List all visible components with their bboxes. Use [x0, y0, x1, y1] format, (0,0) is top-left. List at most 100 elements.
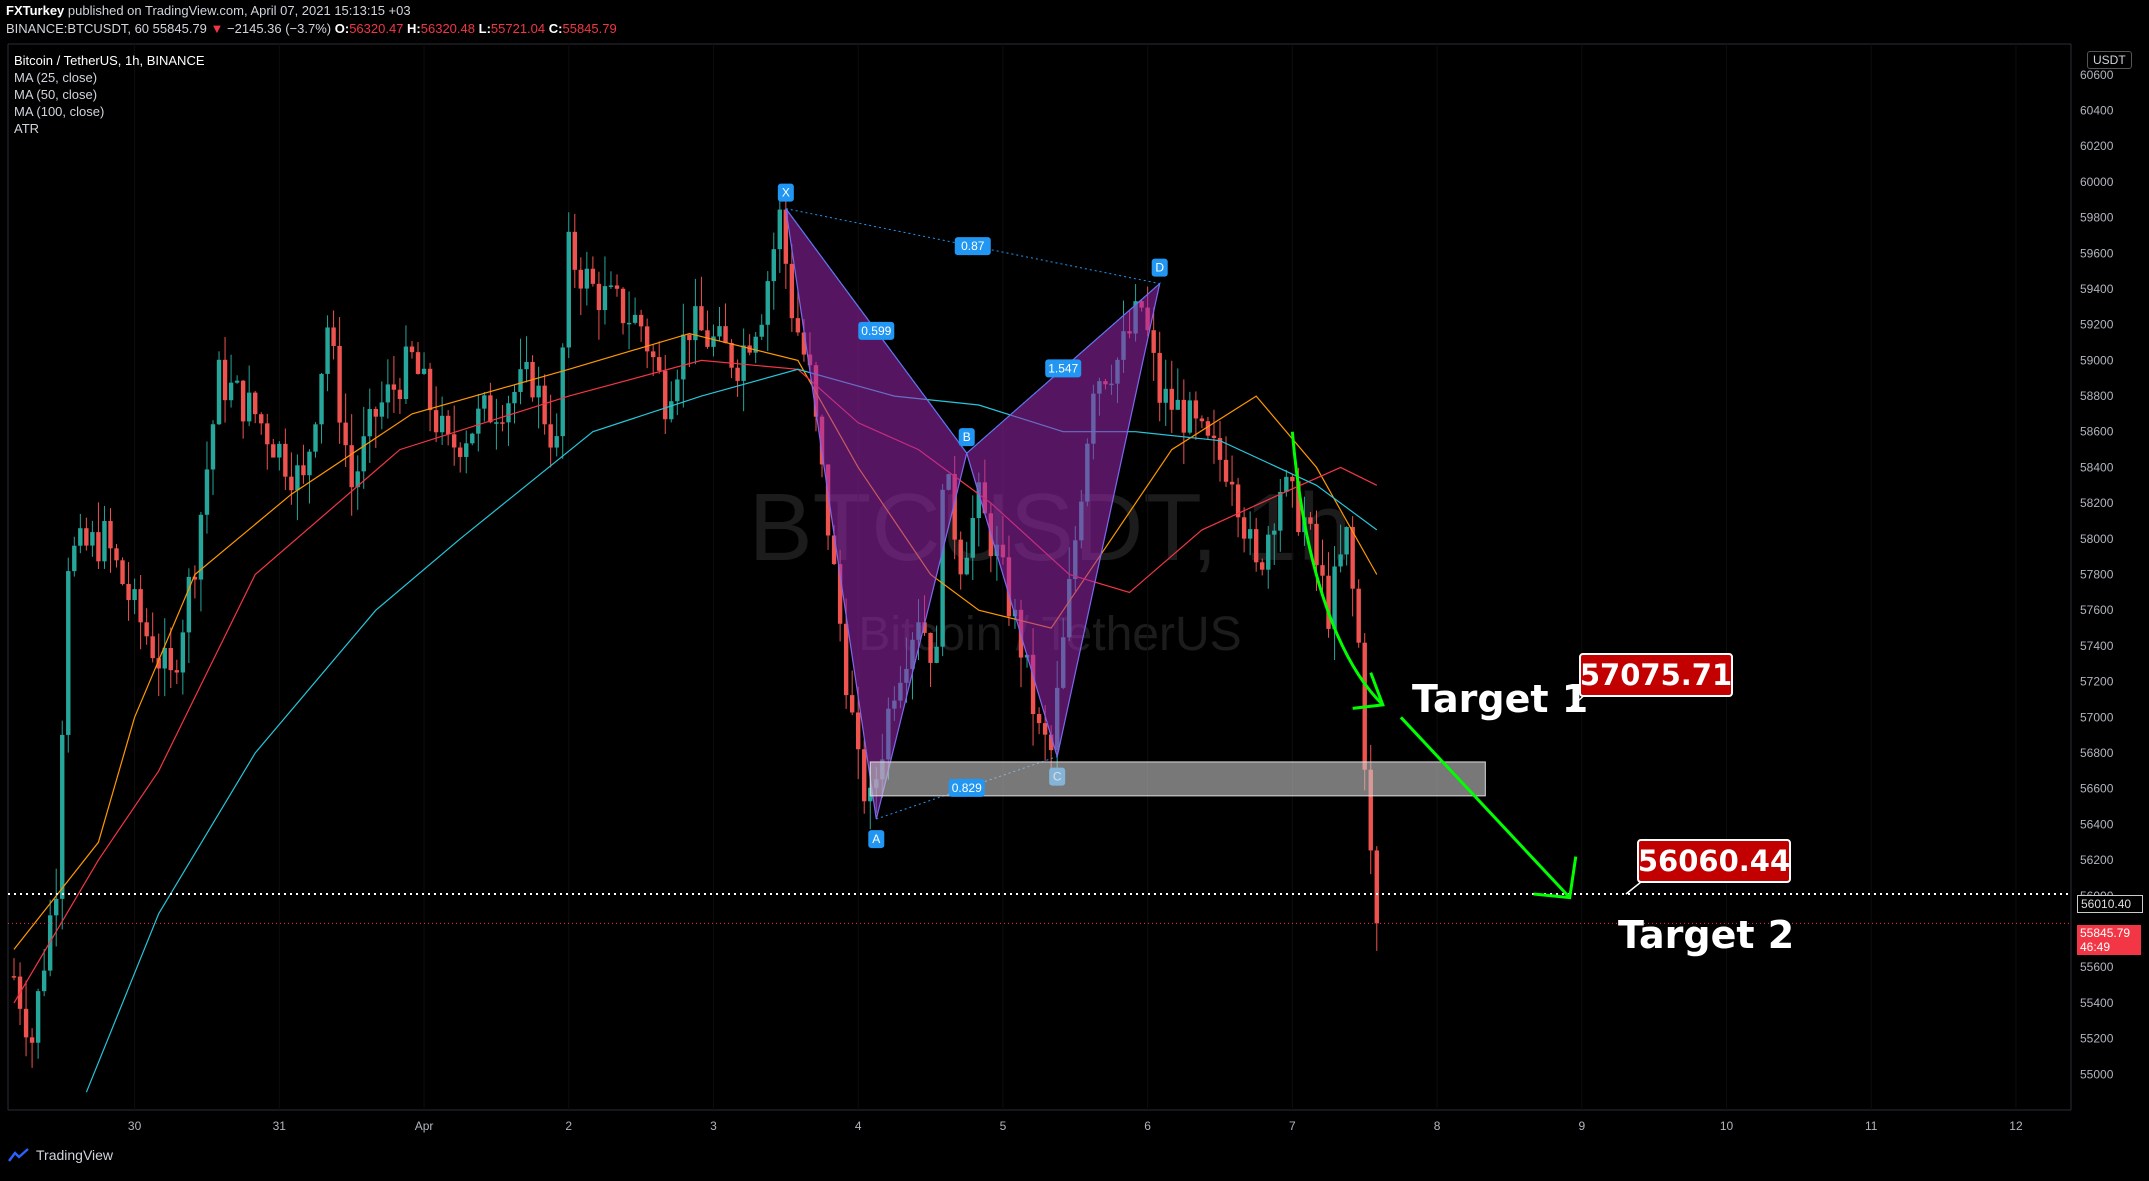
target-1-value-box: 57075.71	[1567, 653, 1733, 711]
currency-unit-badge[interactable]: USDT	[2087, 51, 2132, 69]
candle	[1229, 455, 1235, 506]
candle-body	[753, 336, 758, 353]
candle	[572, 213, 577, 289]
candle	[934, 625, 939, 664]
candle-body	[940, 489, 945, 647]
candle	[524, 336, 529, 383]
candle-body	[1356, 588, 1361, 643]
candle-body	[265, 423, 270, 445]
candle	[295, 454, 300, 521]
candle-body	[1211, 435, 1217, 439]
publish-line: FXTurkey published on TradingView.com, A…	[6, 3, 411, 18]
candle	[476, 393, 481, 452]
candle-body	[367, 409, 372, 437]
price-change: −2145.36 (−3.7%)	[227, 21, 332, 36]
candle-body	[1169, 388, 1174, 410]
candle	[144, 608, 149, 645]
ratio-badge	[1045, 359, 1082, 378]
candle-body	[126, 583, 131, 601]
candle-body	[349, 445, 354, 488]
candle	[253, 390, 258, 424]
candle-body	[379, 402, 385, 417]
candle	[1169, 360, 1174, 434]
candle-body	[186, 576, 192, 633]
candle-body	[922, 622, 927, 633]
candle	[464, 430, 469, 474]
candle-body	[246, 392, 252, 422]
candle-body	[729, 343, 734, 368]
point-label: X	[782, 186, 790, 200]
high-value: 56320.48	[420, 21, 475, 36]
x-tick-label: 8	[1434, 1119, 1441, 1133]
candle	[632, 297, 638, 325]
legend-ma50[interactable]: MA (50, close)	[14, 87, 98, 102]
candle-body	[1350, 527, 1355, 589]
harmonic-ratio-label: 0.599	[858, 321, 895, 340]
publish-info: published on TradingView.com, April 07, …	[64, 3, 411, 18]
candle-body	[542, 385, 547, 425]
candle-body	[210, 424, 216, 470]
y-tick-label: 59000	[2080, 353, 2114, 367]
point-label: A	[872, 832, 880, 846]
harmonic-point-x: X	[777, 183, 794, 202]
candle	[126, 562, 131, 621]
close-value: 55845.79	[562, 21, 617, 36]
x-tick-label: Apr	[415, 1119, 434, 1133]
candle-body	[439, 415, 445, 433]
candle	[132, 578, 137, 615]
candle-body	[337, 345, 342, 423]
candle-body	[1260, 562, 1265, 570]
candle-body	[783, 209, 789, 264]
series-title[interactable]: Bitcoin / TetherUS, 1h, BINANCE	[14, 53, 205, 68]
candle	[72, 536, 77, 577]
author-name[interactable]: FXTurkey	[6, 3, 65, 18]
candle-body	[198, 514, 204, 580]
candle-body	[506, 403, 511, 423]
candle-body	[831, 535, 837, 565]
candle-body	[1042, 723, 1048, 735]
candle	[23, 980, 29, 1057]
candle-body	[1266, 534, 1271, 570]
candle-body	[663, 370, 668, 420]
harmonic-ratio-label: 1.547	[1045, 359, 1082, 378]
candle	[1187, 391, 1193, 435]
candle	[283, 428, 288, 490]
moving-average-line-ma100	[85, 368, 1378, 1093]
candle	[735, 359, 740, 397]
candle-body	[711, 336, 716, 347]
candle-body	[644, 326, 650, 352]
target-2-value-box: 56060.44	[1625, 839, 1791, 895]
candle-body	[373, 409, 378, 417]
candle	[657, 341, 662, 374]
y-tick-label: 56800	[2080, 746, 2114, 760]
candle-body	[427, 368, 433, 411]
candle	[644, 318, 650, 369]
candle	[928, 632, 933, 687]
candle-body	[650, 351, 656, 358]
x-tick-label: 11	[1865, 1119, 1878, 1133]
harmonic-ratio-label: 0.829	[948, 778, 985, 797]
candle-body	[1332, 566, 1337, 629]
candle-body	[433, 410, 439, 433]
legend-ma100[interactable]: MA (100, close)	[14, 104, 105, 119]
ohlc-line: BINANCE:BTCUSDT, 60 55845.79 ▼ −2145.36 …	[6, 21, 617, 36]
ratio-value: 0.599	[861, 324, 891, 338]
callout-box	[1579, 653, 1733, 697]
x-tick-label: 6	[1144, 1119, 1151, 1133]
candle	[391, 356, 397, 413]
candle	[84, 517, 89, 551]
target-2-label: Target 2	[1618, 913, 1794, 957]
tradingview-footer-logo[interactable]: TradingView	[8, 1147, 113, 1163]
callout-box	[1637, 839, 1791, 883]
candle-body	[1030, 654, 1036, 715]
candle-body	[608, 285, 614, 287]
candle	[849, 670, 855, 716]
candle-body	[856, 712, 861, 750]
candle	[198, 511, 204, 612]
legend-atr[interactable]: ATR	[14, 121, 40, 136]
candle-body	[602, 286, 608, 311]
legend-ma25[interactable]: MA (25, close)	[14, 70, 98, 85]
candle	[1163, 359, 1168, 426]
